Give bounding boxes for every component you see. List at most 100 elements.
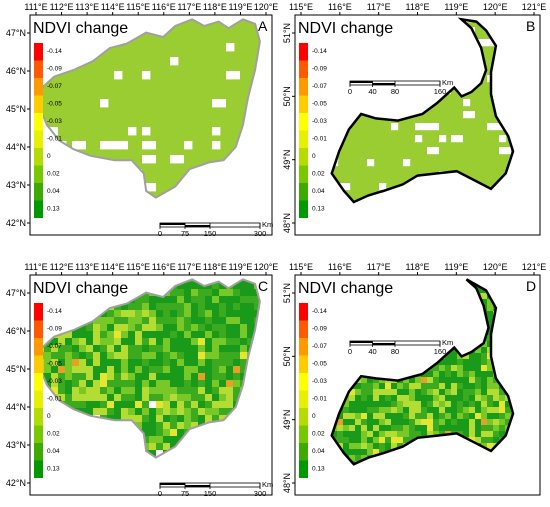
legend-value: 0.13 [312,466,325,473]
legend-swatch [34,200,43,218]
scale-label: 160 [434,347,447,356]
region-boundary [330,278,515,466]
legend-value: 0 [312,413,316,420]
lon-label: 117°E [177,2,201,12]
legend-value: 0.04 [47,448,60,455]
legend-value: 0 [47,413,51,420]
lat-label: 43°N [6,180,26,190]
legend-value: 0.02 [47,171,60,178]
lat-label: 46°N [6,326,26,336]
panel-letter: B [526,18,535,34]
legend-value: 0.02 [312,171,325,178]
panel-letter: D [526,278,536,294]
lon-label: 118°E [406,2,430,12]
map-panel-a: 111°E 112°E 113°E 114°E 115°E 116°E 117°E 118°E… [6,2,278,238]
legend-swatch [299,183,308,201]
legend-swatch [34,43,43,61]
legend-value: -0.14 [312,308,327,315]
lat-label: 49°N [282,410,292,430]
legend-value: 0.04 [312,448,325,455]
lat-label: 48°N [282,213,292,233]
map-panel-d: 115°E 116°E 117°E 118°E 119°E 120°E 121°E 51°N 5… [282,262,547,496]
scale-label: 80 [391,347,399,356]
legend-swatch [34,78,43,96]
lat-label: 47°N [6,288,26,298]
lat-label: 42°N [6,218,26,228]
scale-label: 80 [391,87,399,96]
legend-swatch [299,130,308,148]
lat-label: 46°N [6,66,26,76]
legend-value: 0.02 [47,431,60,438]
legend-value: -0.09 [312,326,327,333]
lon-label: 116°E [328,2,352,12]
lon-label: 120°E [254,262,279,272]
legend-value: -0.14 [47,308,62,315]
lon-label: 116°E [152,262,176,272]
scale-label: 40 [368,87,376,96]
legend-value: -0.05 [312,361,327,368]
lon-label: 120°E [254,2,279,12]
lon-label: 121°E [522,262,547,272]
legend-value: -0.07 [47,83,62,90]
legend-value: -0.07 [312,83,327,90]
lon-label: 118°E [406,262,430,272]
panel-title: NDVI change [298,20,393,37]
region-boundary [330,17,515,204]
legend-swatch [34,355,43,373]
lat-label: 49°N [282,150,292,170]
lon-label: 116°E [328,262,352,272]
lon-label: 119°E [228,2,252,12]
lat-label: 45°N [6,364,26,374]
lat-label: 50°N [282,86,292,106]
legend-swatch [34,95,43,113]
legend-swatch [34,303,43,321]
legend-swatch [299,338,308,356]
lon-label: 115°E [126,2,150,12]
lat-label: 42°N [6,478,26,488]
legend-swatch [299,443,308,461]
legend-value: 0.04 [312,188,325,195]
lon-label: 118°E [203,2,227,12]
lon-label: 111°E [24,2,47,12]
legend-value: -0.09 [47,326,62,333]
legend-value: -0.07 [312,343,327,350]
legend-swatch [34,373,43,391]
legend-value: 0.13 [312,206,325,213]
lat-label: 48°N [282,473,292,493]
lon-label: 116°E [152,2,176,12]
legend-swatch [34,425,43,443]
legend-value: -0.03 [312,378,327,385]
lon-label: 115°E [289,262,313,272]
legend-swatch [299,425,308,443]
legend-swatch [299,303,308,321]
lat-label: 44°N [6,142,26,152]
legend-swatch [299,408,308,426]
lat-label: 51°N [282,23,292,43]
scale-unit: Km [262,480,273,489]
lon-label: 119°E [444,262,468,272]
legend-value: -0.05 [47,361,62,368]
legend-value: 0.13 [47,206,60,213]
legend-value: -0.03 [47,118,62,125]
legend-value: 0.13 [47,466,60,473]
lon-label: 115°E [126,262,150,272]
legend-swatch [299,165,308,183]
lon-label: 120°E [483,2,508,12]
legend-value: -0.01 [47,136,62,143]
panel-title: NDVI change [33,20,128,37]
scale-label: 0 [158,229,162,238]
scale-label: 75 [181,229,189,238]
legend-swatch [34,165,43,183]
legend-swatch [34,390,43,408]
region-boundary [38,18,261,199]
scale-label: 150 [204,229,217,238]
legend-swatch [34,443,43,461]
map-panel-b: 115°E 116°E 117°E 118°E 119°E 120°E 121°E 51°N 5… [282,2,546,236]
lat-label: 44°N [6,402,26,412]
legend-swatch [299,148,308,166]
legend-value: -0.09 [47,66,62,73]
scale-label: 0 [348,347,352,356]
